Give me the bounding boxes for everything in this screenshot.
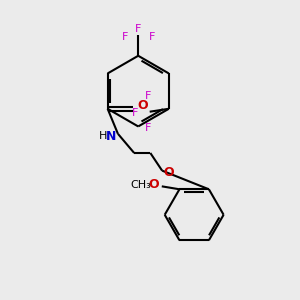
Text: F: F [148, 32, 155, 42]
Text: H: H [98, 131, 107, 141]
Text: F: F [135, 24, 141, 34]
Text: F: F [122, 32, 128, 42]
Text: O: O [137, 99, 148, 112]
Text: O: O [164, 167, 174, 179]
Text: N: N [106, 130, 117, 143]
Text: CH₃: CH₃ [131, 180, 152, 190]
Text: F: F [131, 108, 138, 118]
Text: F: F [145, 91, 152, 100]
Text: O: O [148, 178, 159, 191]
Text: F: F [145, 123, 152, 133]
